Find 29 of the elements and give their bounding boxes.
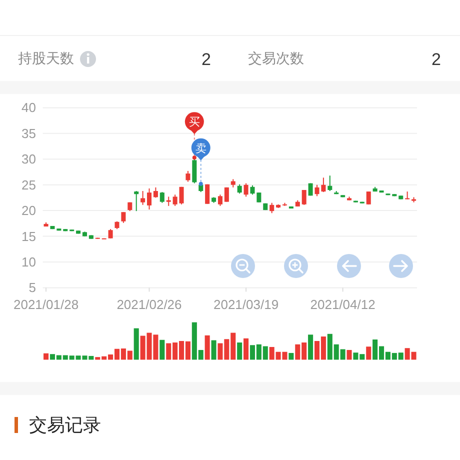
bar <box>160 340 165 360</box>
y-tick-label: 25 <box>22 177 36 192</box>
bar <box>44 353 49 360</box>
y-tick-label: 40 <box>22 100 36 116</box>
x-tick-label: 2021/02/26 <box>116 297 182 312</box>
bar <box>308 334 314 360</box>
y-tick-label: 15 <box>22 228 36 244</box>
y-tick-label: 10 <box>22 254 36 270</box>
x-tick-label: 2021/03/19 <box>213 297 279 312</box>
bar <box>366 346 372 360</box>
text: 持股天数 <box>18 50 74 66</box>
text: 2 <box>202 50 211 69</box>
text: 买 <box>188 116 200 129</box>
x-tick-label: 2021/01/28 <box>13 297 79 312</box>
text: 2 <box>432 50 441 69</box>
text: 交易次数 <box>248 50 304 66</box>
bar <box>204 335 210 360</box>
x-tick-label: 2021/04/12 <box>310 297 376 312</box>
bar <box>288 352 294 360</box>
bar <box>346 350 352 360</box>
text: 交易记录 <box>29 415 101 435</box>
bar <box>134 328 139 360</box>
y-tick-label: 20 <box>22 203 36 218</box>
y-tick-label: 30 <box>22 152 36 167</box>
bar <box>244 338 249 360</box>
bar <box>237 342 242 360</box>
bar <box>211 340 216 360</box>
y-tick-label: 5 <box>28 280 36 296</box>
y-tick-label: 35 <box>22 126 36 141</box>
